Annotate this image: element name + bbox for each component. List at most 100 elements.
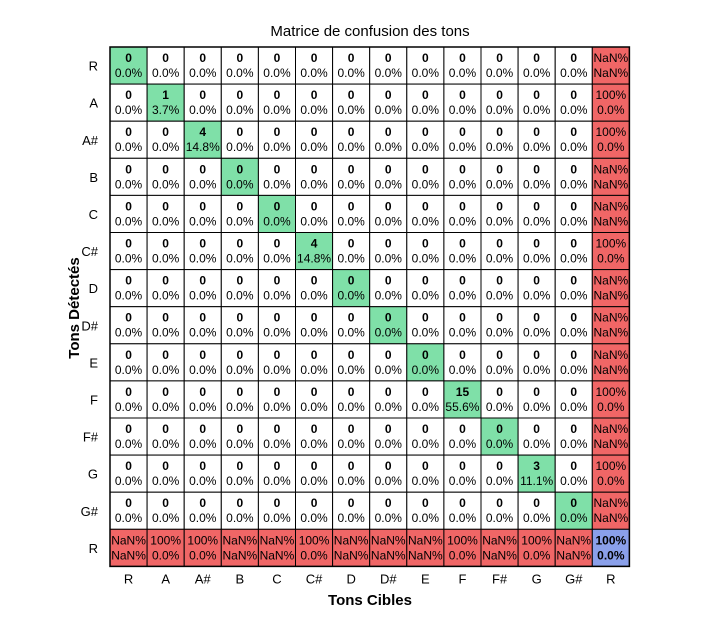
matrix-cell: 00.0%	[406, 194, 445, 233]
y-axis-ticks: R A A# B C C# D D# E F F# G G# R	[81, 59, 99, 556]
matrix-cell: 00.0%	[220, 306, 259, 345]
cell-count: 0	[570, 88, 577, 102]
row-summary-correct: NaN%	[594, 496, 629, 510]
matrix-cell: 00.0%	[183, 83, 222, 122]
cell-background	[480, 380, 519, 419]
matrix-cell: 00.0%	[146, 380, 185, 419]
cell-background	[406, 417, 445, 456]
row-summary-error: 0.0%	[597, 400, 625, 414]
cell-percent: 0.0%	[263, 511, 291, 525]
col-summary-error: 0.0%	[449, 548, 477, 562]
cell-background	[257, 232, 296, 271]
row-summary-cell: NaN%NaN%	[591, 343, 630, 382]
matrix-cell: 00.0%	[480, 46, 519, 85]
matrix-cell: 00.0%	[369, 306, 408, 345]
row-summary-error: 0.0%	[597, 474, 625, 488]
matrix-cell: 00.0%	[554, 269, 593, 308]
cell-percent: 0.0%	[560, 252, 588, 266]
cell-percent: 0.0%	[523, 326, 551, 340]
cell-percent: 0.0%	[375, 326, 403, 340]
summary-background	[332, 528, 371, 567]
matrix-cell: 00.0%	[183, 343, 222, 382]
matrix-cell: 00.0%	[369, 157, 408, 196]
x-tick-label: C#	[306, 571, 323, 586]
cell-percent: 0.0%	[523, 363, 551, 377]
cell-count: 0	[162, 422, 169, 436]
cell-background	[109, 343, 148, 382]
cell-percent: 0.0%	[263, 474, 291, 488]
cell-percent: 0.0%	[412, 103, 440, 117]
cell-count: 0	[311, 125, 318, 139]
cell-percent: 0.0%	[449, 252, 477, 266]
cell-count: 0	[459, 459, 466, 473]
cell-count: 0	[348, 199, 355, 213]
cell-count: 0	[533, 125, 540, 139]
row-summary-error: 0.0%	[597, 140, 625, 154]
cell-background	[146, 232, 185, 271]
cell-percent: 0.0%	[523, 289, 551, 303]
cell-background	[480, 232, 519, 271]
matrix-cell: 00.0%	[554, 491, 593, 530]
cell-background	[406, 380, 445, 419]
matrix-cell: 00.0%	[109, 417, 148, 456]
matrix-cell: 00.0%	[109, 269, 148, 308]
cell-background	[295, 491, 334, 530]
cell-background	[220, 83, 259, 122]
cell-count: 0	[274, 311, 281, 325]
col-summary-error: NaN%	[408, 548, 443, 562]
matrix-cell: 00.0%	[146, 232, 185, 271]
cell-background	[146, 417, 185, 456]
row-summary-correct: 100%	[595, 385, 626, 399]
x-tick-label: B	[236, 571, 245, 586]
matrix-cell: 00.0%	[369, 232, 408, 271]
y-tick-label: R	[89, 59, 98, 74]
matrix-cell: 00.0%	[295, 343, 334, 382]
row-summary-correct: NaN%	[594, 348, 629, 362]
matrix-cell: 00.0%	[406, 417, 445, 456]
cell-percent: 0.0%	[189, 511, 217, 525]
col-summary-error: NaN%	[223, 548, 258, 562]
col-summary-cell: NaN%NaN%	[220, 528, 259, 567]
cell-percent: 0.0%	[375, 289, 403, 303]
col-summary-cell: NaN%NaN%	[332, 528, 371, 567]
matrix-cell: 00.0%	[257, 83, 296, 122]
cell-percent: 0.0%	[337, 214, 365, 228]
y-tick-label: G	[88, 467, 98, 482]
matrix-cell: 00.0%	[517, 380, 556, 419]
cell-count: 0	[459, 274, 466, 288]
cell-background	[146, 454, 185, 493]
x-tick-label: D	[346, 571, 355, 586]
cell-count: 0	[570, 51, 577, 65]
cell-count: 0	[348, 496, 355, 510]
cell-count: 0	[125, 51, 132, 65]
cell-count: 0	[496, 125, 503, 139]
row-summary-error: 0.0%	[597, 103, 625, 117]
cell-percent: 0.0%	[337, 326, 365, 340]
matrix-cell: 00.0%	[369, 120, 408, 159]
matrix-cell: 00.0%	[220, 380, 259, 419]
cell-count: 0	[199, 88, 206, 102]
matrix-cell: 00.0%	[257, 46, 296, 85]
cell-background	[406, 269, 445, 308]
matrix-cell: 00.0%	[369, 491, 408, 530]
cell-count: 0	[199, 459, 206, 473]
matrix-cell: 00.0%	[369, 46, 408, 85]
cell-percent: 0.0%	[337, 363, 365, 377]
matrix-cell: 00.0%	[332, 454, 371, 493]
matrix-cell: 00.0%	[517, 120, 556, 159]
matrix-cell: 00.0%	[480, 380, 519, 419]
cell-background	[146, 120, 185, 159]
matrix-cell: 00.0%	[257, 194, 296, 233]
cell-count: 1	[162, 88, 169, 102]
overall-error: 0.0%	[597, 548, 625, 562]
cell-background	[443, 269, 482, 308]
cell-percent: 0.0%	[560, 326, 588, 340]
cell-background	[517, 343, 556, 382]
cell-count: 0	[199, 162, 206, 176]
cell-count: 0	[533, 311, 540, 325]
cell-count: 0	[311, 459, 318, 473]
col-summary-correct: NaN%	[408, 533, 443, 547]
row-summary-cell: NaN%NaN%	[591, 417, 630, 456]
cell-count: 0	[125, 348, 132, 362]
matrix-cell: 00.0%	[220, 83, 259, 122]
